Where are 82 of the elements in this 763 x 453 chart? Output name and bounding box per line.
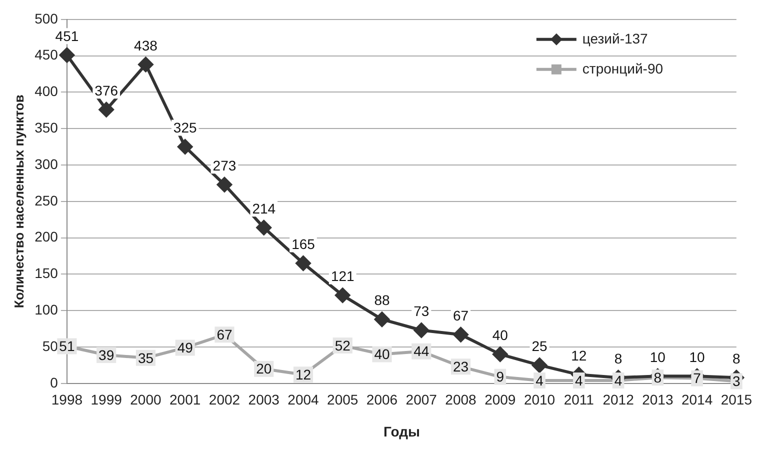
x-tick-label: 2009: [484, 392, 516, 408]
y-tick-label: 250: [34, 192, 58, 208]
data-label: 44: [414, 343, 430, 360]
x-tick-label: 2011: [564, 392, 594, 408]
data-label: 8: [654, 369, 662, 386]
data-label: 4: [575, 372, 584, 388]
y-tick-label: 50: [42, 338, 58, 354]
y-tick-label: 450: [34, 46, 58, 63]
x-tick-label: 2005: [327, 392, 358, 408]
data-label: 39: [98, 346, 114, 363]
x-tick-label: 1999: [90, 392, 122, 408]
data-label: 20: [256, 360, 272, 377]
y-axis-title: Количество населенных пунктов: [11, 94, 26, 308]
data-label: 451: [55, 28, 79, 44]
x-tick-label: 2002: [208, 392, 240, 408]
data-label: 9: [496, 368, 504, 385]
point: [216, 177, 232, 192]
data-label: 165: [292, 236, 316, 252]
data-label: 35: [138, 350, 154, 366]
legend-label: стронций-90: [582, 60, 664, 76]
legend-label: цезий-137: [582, 30, 648, 46]
data-label: 376: [94, 82, 118, 99]
data-label: 52: [334, 337, 351, 354]
point: [414, 322, 429, 338]
data-label: 4: [536, 372, 544, 388]
data-label: 273: [212, 158, 236, 174]
x-tick-label: 2010: [524, 392, 556, 408]
point: [335, 288, 350, 303]
data-label: 73: [414, 303, 430, 320]
point: [256, 220, 272, 236]
x-axis-title: Годы: [383, 423, 420, 440]
x-tick-label: 2008: [445, 392, 477, 408]
data-label: 23: [452, 358, 469, 375]
point: [374, 312, 390, 327]
point: [59, 48, 74, 63]
x-tick-label: 2015: [720, 392, 752, 408]
y-tick-label: 400: [34, 83, 58, 100]
data-label: 67: [216, 326, 232, 342]
x-tick-label: 2004: [288, 392, 320, 408]
data-label: 325: [173, 120, 197, 136]
data-label: 438: [134, 37, 158, 54]
point: [138, 57, 154, 72]
data-label: 51: [59, 338, 75, 354]
data-label: 25: [532, 338, 548, 354]
data-label: 121: [330, 268, 355, 284]
y-tick-label: 500: [34, 10, 58, 26]
data-label: 40: [374, 346, 390, 362]
x-tick-label: 1998: [51, 392, 83, 408]
x-tick-label: 2003: [248, 392, 280, 408]
point: [453, 327, 468, 342]
y-tick-label: 350: [34, 119, 58, 136]
data-label: 10: [689, 348, 706, 365]
data-label: 8: [732, 350, 741, 366]
y-tick-label: 200: [34, 228, 58, 245]
point: [296, 256, 311, 271]
data-label: 4: [614, 372, 622, 388]
point: [532, 358, 548, 373]
y-tick-label: 300: [34, 156, 58, 172]
x-tick-label: 2006: [366, 392, 398, 408]
data-label: 88: [374, 292, 390, 308]
data-label: 40: [492, 327, 508, 344]
x-tick-label: 2001: [170, 392, 201, 408]
point: [98, 102, 114, 118]
data-label: 3: [732, 373, 741, 390]
x-tick-label: 2013: [642, 392, 674, 408]
data-label: 67: [452, 307, 469, 324]
point: [178, 139, 193, 154]
data-label: 49: [177, 340, 194, 356]
data-label: 7: [693, 370, 702, 386]
y-tick-label: 150: [34, 265, 58, 282]
y-tick-label: 0: [50, 374, 58, 390]
x-tick-label: 2007: [406, 392, 438, 408]
x-tick-label: 2014: [681, 392, 713, 408]
x-tick-label: 2000: [130, 392, 162, 408]
x-tick-label: 2012: [602, 392, 634, 408]
data-label: 10: [650, 348, 666, 365]
y-tick-label: 100: [34, 301, 58, 318]
data-label: 12: [571, 348, 587, 364]
data-label: 8: [614, 350, 622, 366]
data-label: 12: [295, 366, 312, 383]
data-label: 214: [252, 200, 276, 216]
point: [492, 346, 508, 362]
